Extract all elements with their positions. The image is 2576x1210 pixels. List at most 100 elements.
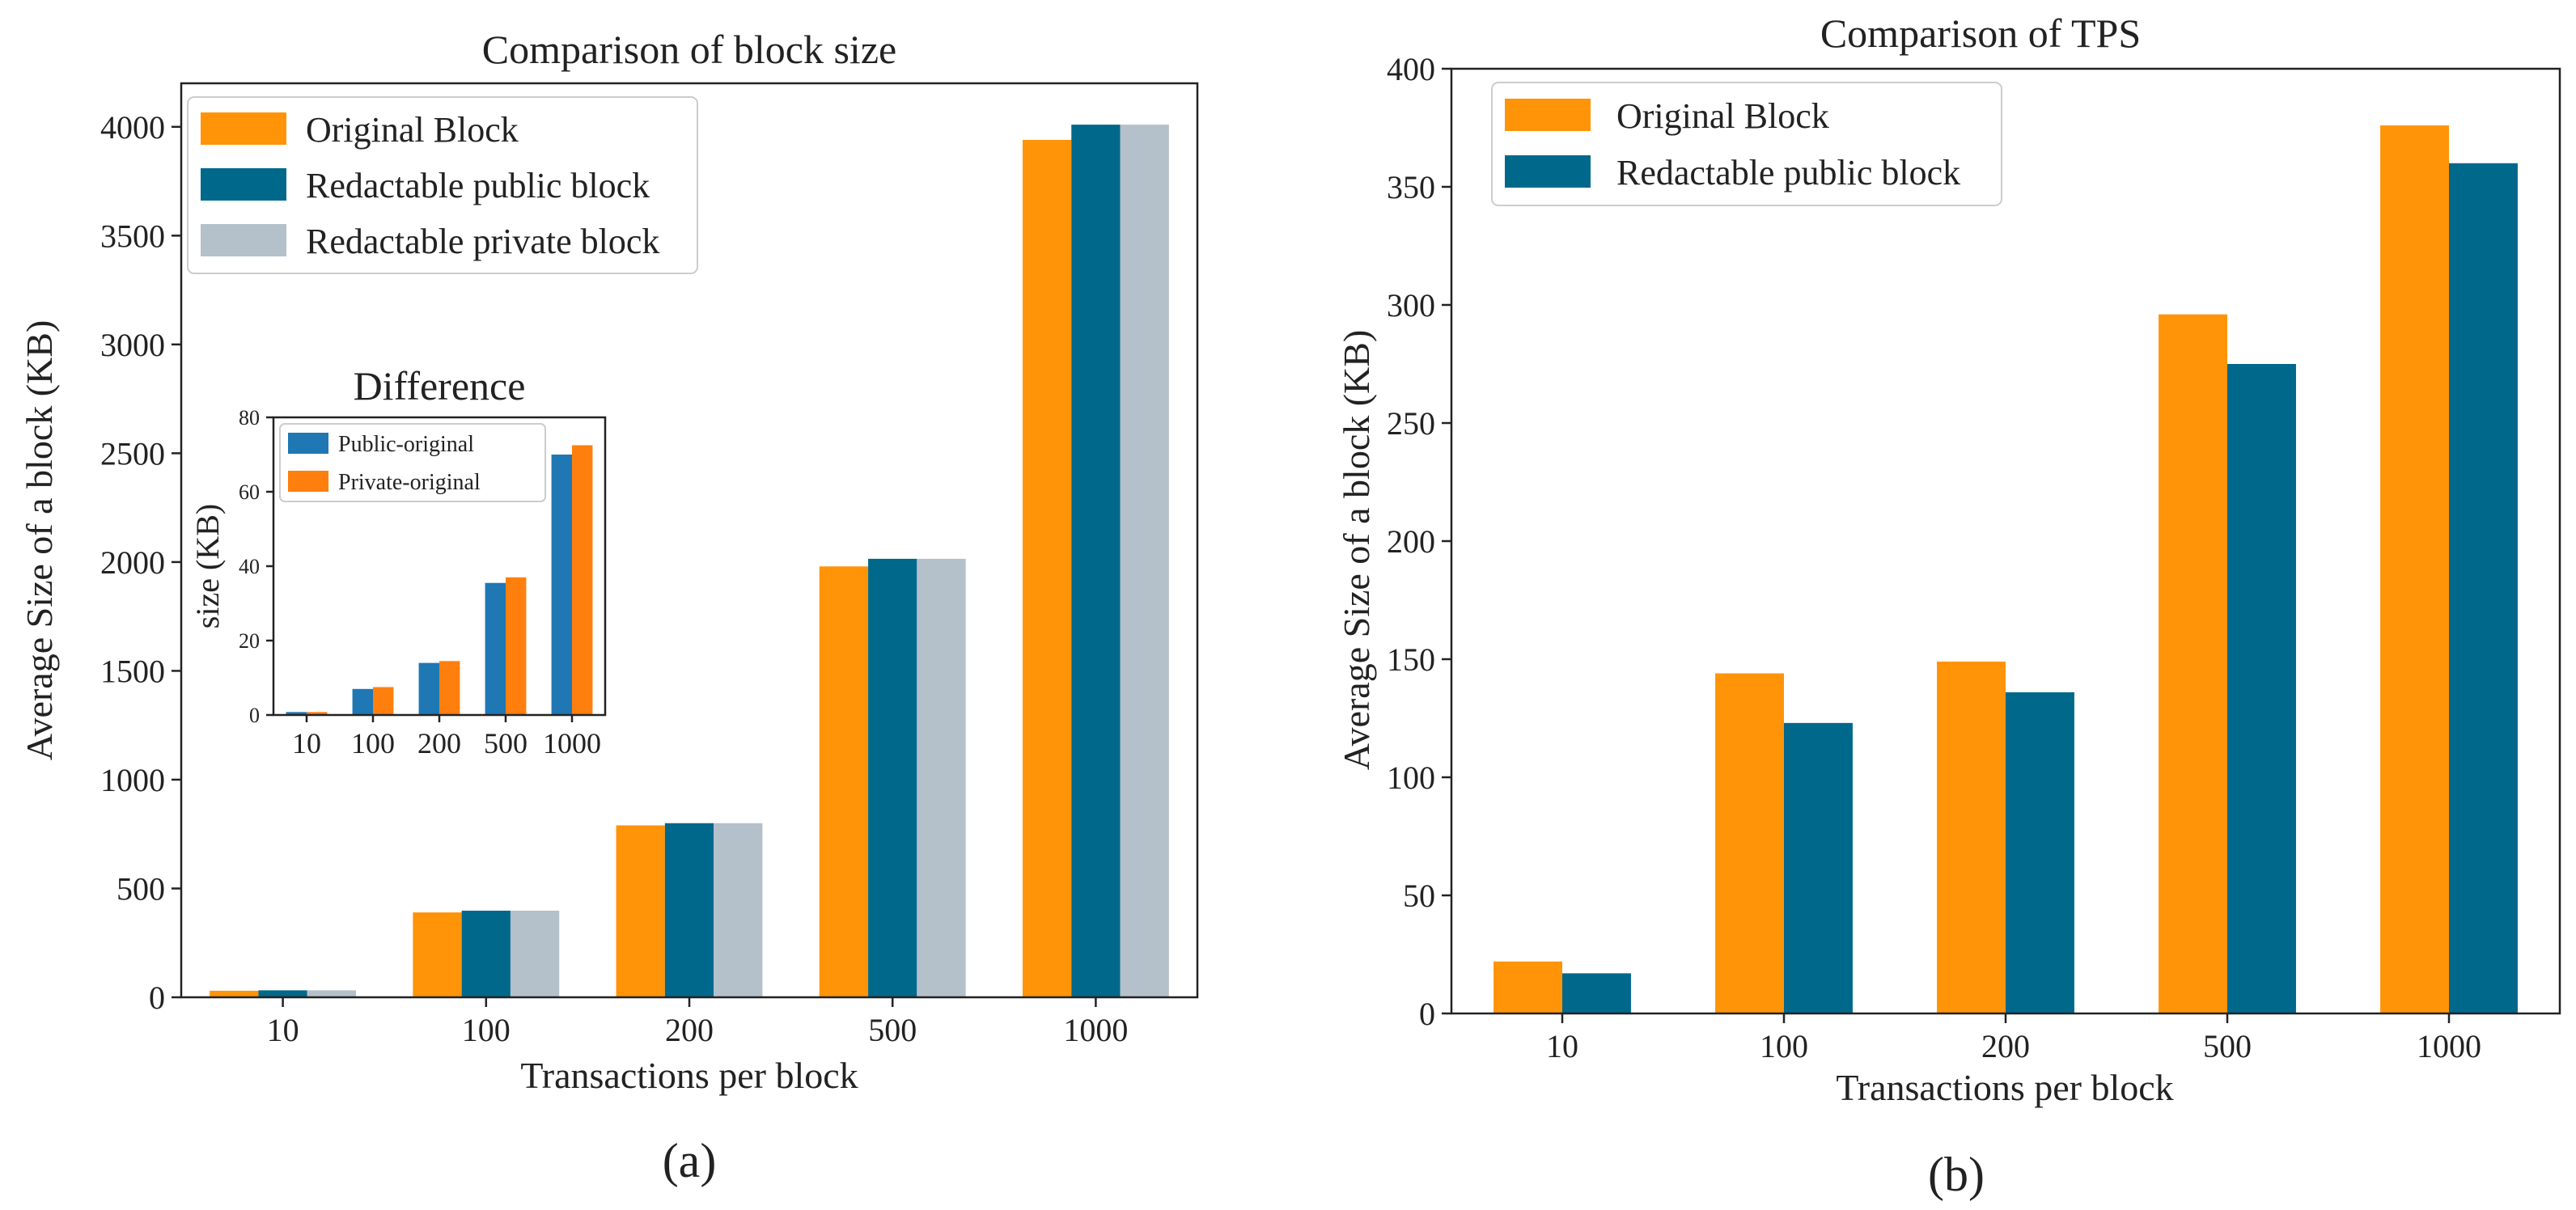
chart-b-legend-label-original: Original Block — [1616, 96, 1829, 136]
chart-b-x-tick-label-2: 200 — [1981, 1028, 2030, 1064]
chart-a-y-tick-label-1: 500 — [117, 870, 165, 907]
chart-a-y-tick-label-6: 3000 — [100, 327, 165, 363]
chart-a-ticks: 0 500 1000 1500 2000 2500 3000 3500 4000 — [100, 109, 181, 1016]
inset-title: Difference — [354, 363, 526, 408]
chart-b-y-tick-label-4: 200 — [1387, 523, 1435, 560]
chart-a-bar-redactable-public-block-100 — [461, 910, 511, 997]
chart-b-bar-redactable-public-block-100 — [1784, 722, 1853, 1013]
chart-b-bar-redactable-public-block-10 — [1562, 973, 1631, 1013]
inset-bar-private-original-200 — [439, 661, 460, 715]
chart-b-legend-label-public: Redactable public block — [1616, 153, 1960, 192]
chart-b-x-axis-label: Transactions per block — [1836, 1067, 2173, 1108]
chart-b-y-tick-label-1: 50 — [1403, 878, 1435, 914]
inset-x-tick-label-0: 10 — [292, 727, 321, 759]
chart-a-legend-label-original: Original Block — [306, 110, 519, 150]
chart-b-bar-original-block-10 — [1493, 961, 1562, 1013]
chart-a-x-axis-label: Transactions per block — [520, 1055, 858, 1096]
chart-a-y-tick-label-5: 2500 — [100, 435, 165, 472]
chart-b-x-tick-label-4: 1000 — [2417, 1028, 2481, 1064]
chart-a-x-tick-label-4: 1000 — [1063, 1012, 1128, 1048]
chart-a-legend-swatch-original — [201, 112, 286, 145]
chart-b-x-tick-label-3: 500 — [2203, 1028, 2252, 1064]
inset-legend-label-private: Private-original — [338, 470, 481, 495]
chart-b-bar-redactable-public-block-200 — [2006, 692, 2074, 1013]
inset-y-axis-label: size (KB) — [189, 504, 226, 628]
chart-b-legend: Original Block Redactable public block — [1491, 82, 2002, 206]
chart-b-y-axis-label: Average Size of a block (KB) — [1336, 330, 1377, 771]
chart-a-y-tick-label-2: 1000 — [100, 762, 165, 798]
chart-b-x-ticks: 10 100 200 500 1000 — [1546, 1013, 2481, 1064]
chart-a-y-tick-label-7: 3500 — [100, 218, 165, 254]
inset-bar-private-original-500 — [506, 577, 527, 715]
chart-b-ticks: 0 50 100 150 200 250 300 350 400 — [1387, 51, 1451, 1032]
inset-legend-label-public: Public-original — [338, 432, 474, 457]
chart-a-legend-label-private: Redactable private block — [306, 222, 659, 261]
inset-bar-private-original-1000 — [572, 445, 593, 715]
chart-b-x-tick-label-1: 100 — [1760, 1028, 1808, 1064]
chart-a-legend: Original Block Redactable public block R… — [187, 96, 698, 274]
inset-x-tick-label-2: 200 — [417, 727, 461, 759]
chart-a-bar-redactable-private-block-200 — [714, 823, 763, 997]
chart-b-legend-swatch-original — [1505, 99, 1591, 131]
chart-b-bar-redactable-public-block-500 — [2227, 364, 2296, 1013]
inset-x-ticks: 10 100 200 500 1000 — [292, 715, 601, 759]
chart-b-bar-original-block-500 — [2159, 314, 2227, 1013]
chart-a-x-tick-label-1: 100 — [462, 1012, 511, 1048]
chart-b-y-tick-label-5: 250 — [1387, 405, 1435, 442]
inset-y-tick-label-3: 60 — [239, 480, 260, 504]
chart-a-bar-original-block-1000 — [1022, 139, 1072, 997]
chart-a-title: Comparison of block size — [482, 27, 896, 72]
chart-b-bar-original-block-200 — [1937, 661, 2006, 1013]
chart-a-bar-original-block-500 — [819, 566, 869, 997]
chart-a-bar-redactable-public-block-10 — [258, 990, 307, 997]
chart-a-y-tick-label-0: 0 — [149, 979, 165, 1016]
inset-y-tick-label-1: 20 — [239, 629, 260, 653]
chart-a-y-tick-label-4: 2000 — [100, 544, 165, 581]
chart-b-bar-original-block-1000 — [2380, 125, 2449, 1014]
chart-a-inset: Difference 0 20 40 60 80 10 100 200 500 1000 siz… — [189, 363, 607, 759]
chart-a-bar-redactable-private-block-1000 — [1120, 125, 1169, 998]
chart-a-x-tick-label-2: 200 — [665, 1012, 714, 1048]
inset-bar-public-original-500 — [485, 582, 506, 715]
chart-b-y-tick-label-8: 400 — [1387, 51, 1435, 87]
chart-a-bar-original-block-100 — [413, 912, 462, 997]
chart-b-x-tick-label-0: 10 — [1546, 1028, 1578, 1064]
chart-a-x-tick-label-3: 500 — [868, 1012, 917, 1048]
chart-a-legend-label-public: Redactable public block — [306, 166, 650, 205]
inset-bar-public-original-100 — [352, 688, 373, 715]
chart-b-y-tick-label-0: 0 — [1419, 996, 1435, 1032]
chart-a-bar-redactable-private-block-10 — [307, 990, 357, 997]
chart-a-bars — [210, 125, 1169, 998]
chart-a-y-axis-label: Average Size of a block (KB) — [19, 320, 60, 761]
inset-legend-swatch-public — [288, 433, 328, 454]
chart-a-y-tick-label-3: 1500 — [100, 653, 165, 689]
inset-bar-private-original-100 — [373, 687, 394, 715]
chart-a-legend-swatch-public — [201, 168, 286, 201]
chart-b-y-tick-label-6: 300 — [1387, 287, 1435, 324]
chart-b-title: Comparison of TPS — [1820, 11, 2141, 56]
chart-a-x-tick-label-0: 10 — [267, 1012, 299, 1048]
chart-a-x-ticks: 10 100 200 500 1000 — [267, 997, 1128, 1048]
chart-a-bar-redactable-public-block-200 — [664, 823, 714, 997]
inset-ticks: 0 20 40 60 80 — [239, 406, 273, 727]
inset-y-tick-label-0: 0 — [249, 704, 260, 727]
chart-a-bar-redactable-public-block-1000 — [1071, 125, 1121, 998]
inset-y-tick-label-4: 80 — [239, 406, 260, 429]
inset-bar-public-original-10 — [286, 712, 307, 715]
inset-bar-public-original-1000 — [551, 455, 572, 715]
chart-b-y-tick-label-2: 100 — [1387, 759, 1435, 796]
inset-legend-swatch-private — [288, 471, 328, 492]
chart-b-bar-original-block-100 — [1715, 673, 1784, 1013]
chart-b-y-tick-label-3: 150 — [1387, 641, 1435, 678]
chart-b-caption: (b) — [1928, 1148, 1985, 1201]
inset-x-tick-label-1: 100 — [351, 727, 395, 759]
inset-bar-public-original-200 — [418, 662, 439, 715]
chart-panel-b: Comparison of TPS 0 50 100 150 200 250 300 350 4… — [1336, 11, 2561, 1201]
inset-legend: Public-original Private-original — [279, 423, 546, 502]
chart-a-bar-redactable-public-block-500 — [868, 558, 917, 997]
chart-a-bar-original-block-10 — [210, 990, 259, 997]
inset-x-tick-label-3: 500 — [484, 727, 527, 759]
inset-x-tick-label-4: 1000 — [543, 727, 601, 759]
chart-a-y-tick-label-8: 4000 — [100, 109, 165, 146]
